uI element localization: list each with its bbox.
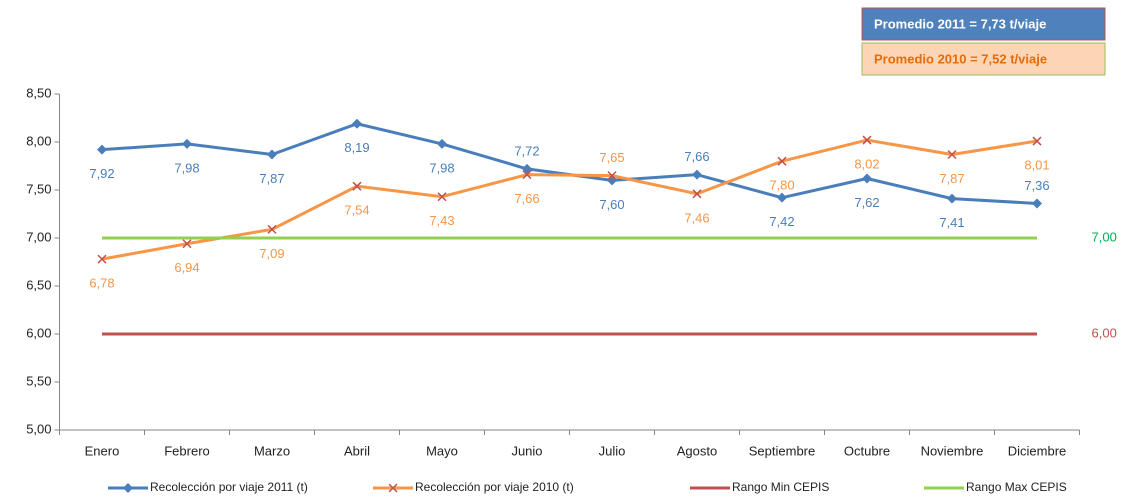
data-label: 8,01 (1024, 157, 1049, 172)
y-tick-label: 7,50 (26, 181, 51, 196)
marker (97, 144, 107, 155)
annotation: Promedio 2011 = 7,73 t/viaje (874, 16, 1046, 31)
annotation: Promedio 2010 = 7,52 t/viaje (874, 51, 1047, 66)
annotation-box (861, 7, 1106, 41)
data-label: 8,19 (344, 140, 369, 155)
marker (267, 224, 277, 234)
marker (97, 254, 107, 264)
x-tick-label: Septiembre (749, 443, 815, 458)
data-label: 7,00 (1092, 229, 1117, 244)
y-tick-label: 6,00 (26, 325, 51, 340)
y-tick-label: 8,50 (26, 85, 51, 100)
data-label: 7,60 (599, 197, 624, 212)
marker (267, 149, 277, 160)
data-label: 7,87 (939, 171, 964, 186)
data-label: 6,00 (1092, 325, 1117, 340)
annotation-box (861, 42, 1106, 76)
marker (1032, 198, 1042, 209)
data-label: 7,72 (514, 143, 539, 158)
marker (692, 169, 702, 180)
marker (182, 239, 192, 249)
x-tick-label: Enero (85, 443, 120, 458)
y-tick-label: 8,00 (26, 133, 51, 148)
data-label: 7,87 (259, 171, 284, 186)
data-label: 7,65 (599, 150, 624, 165)
legend-label: Rango Max CEPIS (966, 480, 1067, 494)
y-tick-label: 7,00 (26, 229, 51, 244)
x-tick-label: Mayo (426, 443, 458, 458)
data-label: 7,36 (1024, 178, 1049, 193)
marker (437, 138, 447, 149)
legend-marker (388, 483, 398, 493)
marker (947, 149, 957, 160)
marker (862, 135, 872, 145)
marker (862, 173, 872, 184)
data-label: 7,92 (89, 166, 114, 181)
data-label: 8,02 (854, 157, 879, 172)
legend-label: Recolección por viaje 2011 (t) (150, 480, 308, 494)
series-line (101, 122, 1038, 205)
data-label: 7,41 (939, 215, 964, 230)
x-tick-label: Julio (599, 443, 626, 458)
x-tick-label: Junio (511, 443, 542, 458)
marker (352, 181, 362, 191)
data-label: 7,43 (429, 213, 454, 228)
x-tick-label: Febrero (164, 443, 210, 458)
marker (352, 118, 362, 129)
data-label: 7,54 (344, 203, 369, 218)
legend-label: Recolección por viaje 2010 (t) (415, 480, 574, 494)
marker (692, 189, 702, 199)
y-tick-label: 5,00 (26, 421, 51, 436)
y-tick-label: 6,50 (26, 277, 51, 292)
data-label: 7,98 (429, 160, 454, 175)
marker (947, 193, 957, 204)
data-label: 7,80 (769, 178, 794, 193)
marker (522, 163, 532, 174)
x-tick-label: Diciembre (1008, 443, 1067, 458)
data-label: 7,98 (174, 160, 199, 175)
x-tick-label: Octubre (844, 443, 890, 458)
series-line (101, 138, 1038, 261)
legend-label: Rango Min CEPIS (732, 480, 829, 494)
data-label: 7,09 (259, 246, 284, 261)
data-label: 7,46 (684, 210, 709, 225)
data-label: 6,94 (174, 260, 199, 275)
data-label: 6,78 (89, 276, 114, 291)
marker (522, 170, 532, 180)
x-tick-label: Abril (344, 443, 370, 458)
x-tick-label: Noviembre (921, 443, 984, 458)
data-label: 7,66 (684, 149, 709, 164)
data-label: 7,62 (854, 195, 879, 210)
marker (182, 138, 192, 149)
marker (777, 156, 787, 166)
marker (607, 171, 617, 181)
marker (777, 192, 787, 203)
marker (1032, 136, 1042, 146)
marker (437, 192, 447, 202)
legend-marker (123, 483, 133, 493)
data-label: 7,66 (514, 191, 539, 206)
x-tick-label: Agosto (677, 443, 717, 458)
x-tick-label: Marzo (254, 443, 290, 458)
data-label: 7,42 (769, 214, 794, 229)
y-tick-label: 5,50 (26, 373, 51, 388)
